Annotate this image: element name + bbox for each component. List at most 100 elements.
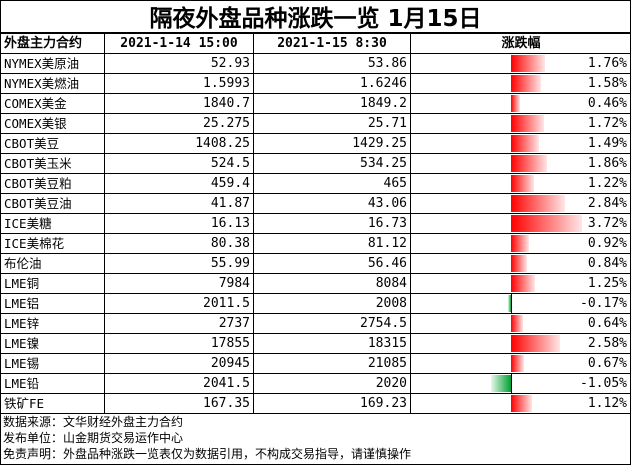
change-value: 0.92% <box>587 236 627 251</box>
prev-price: 2041.5 <box>104 373 254 394</box>
curr-price: 2020 <box>253 373 411 394</box>
change-cell: 1.86% <box>410 153 631 174</box>
contract-name: LME锡 <box>0 353 105 374</box>
change-cell: 0.46% <box>410 93 631 114</box>
change-bar <box>511 175 535 192</box>
change-cell: 1.58% <box>410 73 631 94</box>
page-title: 隔夜外盘品种涨跌一览 1月15日 <box>0 0 631 33</box>
table-row: LME铅 2041.5 2020 -1.05% <box>0 373 631 394</box>
table-row: CBOT美豆油 41.87 43.06 2.84% <box>0 193 631 214</box>
table-row: CBOT美玉米 524.5 534.25 1.86% <box>0 153 631 174</box>
change-value: 3.72% <box>587 216 627 231</box>
change-value: 1.49% <box>587 136 627 151</box>
table-row: 铁矿FE 167.35 169.23 1.12% <box>0 393 631 414</box>
table-row: CBOT美豆粕 459.4 465 1.22% <box>0 173 631 194</box>
contract-name: 铁矿FE <box>0 393 105 414</box>
contract-name: LME镍 <box>0 333 105 354</box>
change-value: 1.22% <box>587 176 627 191</box>
header-prev-time: 2021-1-14 15:00 <box>104 33 254 54</box>
change-value: 1.86% <box>587 156 627 171</box>
change-bar <box>507 295 511 312</box>
change-bar <box>511 155 547 172</box>
curr-price: 25.71 <box>253 113 411 134</box>
curr-price: 21085 <box>253 353 411 374</box>
change-bar <box>511 255 527 272</box>
contract-name: COMEX美金 <box>0 93 105 114</box>
contract-name: CBOT美豆粕 <box>0 173 105 194</box>
contract-name: LME铝 <box>0 293 105 314</box>
change-cell: 1.76% <box>410 53 631 74</box>
curr-price: 1429.25 <box>253 133 411 154</box>
table-row: NYMEX美原油 52.93 53.86 1.76% <box>0 53 631 74</box>
curr-price: 8084 <box>253 273 411 294</box>
prev-price: 7984 <box>104 273 254 294</box>
contract-name: COMEX美银 <box>0 113 105 134</box>
table-row: COMEX美金 1840.7 1849.2 0.46% <box>0 93 631 114</box>
contract-name: NYMEX美燃油 <box>0 73 105 94</box>
table-row: NYMEX美燃油 1.5993 1.6246 1.58% <box>0 73 631 94</box>
table-row: ICE美糖 16.13 16.73 3.72% <box>0 213 631 234</box>
curr-price: 1849.2 <box>253 93 411 114</box>
contract-name: LME锌 <box>0 313 105 334</box>
prev-price: 2737 <box>104 313 254 334</box>
change-bar <box>511 235 529 252</box>
curr-price: 2008 <box>253 293 411 314</box>
change-bar <box>511 55 545 72</box>
contract-name: CBOT美玉米 <box>0 153 105 174</box>
change-cell: 0.92% <box>410 233 631 254</box>
prev-price: 1840.7 <box>104 93 254 114</box>
contract-name: LME铜 <box>0 273 105 294</box>
table-header-row: 外盘主力合约 2021-1-14 15:00 2021-1-15 8:30 涨跌… <box>0 33 631 54</box>
prev-price: 2011.5 <box>104 293 254 314</box>
change-bar <box>511 115 544 132</box>
zero-axis <box>511 374 512 393</box>
prev-price: 25.275 <box>104 113 254 134</box>
contract-name: NYMEX美原油 <box>0 53 105 74</box>
curr-price: 81.12 <box>253 233 411 254</box>
table-row: CBOT美豆 1408.25 1429.25 1.49% <box>0 133 631 154</box>
change-cell: 0.67% <box>410 353 631 374</box>
change-cell: 1.25% <box>410 273 631 294</box>
change-cell: 0.84% <box>410 253 631 274</box>
change-value: 1.12% <box>587 396 627 411</box>
curr-price: 56.46 <box>253 253 411 274</box>
header-change: 涨跌幅 <box>410 33 631 54</box>
table-row: LME锌 2737 2754.5 0.64% <box>0 313 631 334</box>
curr-price: 1.6246 <box>253 73 411 94</box>
contract-name: ICE美棉花 <box>0 233 105 254</box>
curr-price: 465 <box>253 173 411 194</box>
change-value: 0.64% <box>587 316 627 331</box>
change-cell: -1.05% <box>410 373 631 394</box>
prev-price: 16.13 <box>104 213 254 234</box>
change-cell: 3.72% <box>410 213 631 234</box>
table-row: ICE美棉花 80.38 81.12 0.92% <box>0 233 631 254</box>
change-value: 1.58% <box>587 76 627 91</box>
change-bar <box>511 75 542 92</box>
curr-price: 169.23 <box>253 393 411 414</box>
table-row: LME镍 17855 18315 2.58% <box>0 333 631 354</box>
note-source: 数据来源：文华财经外盘主力合约 <box>3 415 184 429</box>
curr-price: 18315 <box>253 333 411 354</box>
change-cell: -0.17% <box>410 293 631 314</box>
futures-table: 外盘主力合约 2021-1-14 15:00 2021-1-15 8:30 涨跌… <box>0 33 631 414</box>
contract-name: 布伦油 <box>0 253 105 274</box>
change-value: 0.46% <box>587 96 627 111</box>
table-row: LME铜 7984 8084 1.25% <box>0 273 631 294</box>
prev-price: 80.38 <box>104 233 254 254</box>
change-bar <box>511 275 535 292</box>
change-value: 0.67% <box>587 356 627 371</box>
change-value: 1.76% <box>587 56 627 71</box>
prev-price: 55.99 <box>104 253 254 274</box>
change-value: -1.05% <box>580 376 627 391</box>
note-publisher: 发布单位：山金期货交易运作中心 <box>3 431 184 445</box>
header-contract: 外盘主力合约 <box>0 33 105 54</box>
header-curr-time: 2021-1-15 8:30 <box>253 33 411 54</box>
change-cell: 2.84% <box>410 193 631 214</box>
prev-price: 1408.25 <box>104 133 254 154</box>
table-row: LME铝 2011.5 2008 -0.17% <box>0 293 631 314</box>
change-value: 2.58% <box>587 336 627 351</box>
zero-axis <box>511 294 512 313</box>
prev-price: 1.5993 <box>104 73 254 94</box>
change-cell: 1.22% <box>410 173 631 194</box>
